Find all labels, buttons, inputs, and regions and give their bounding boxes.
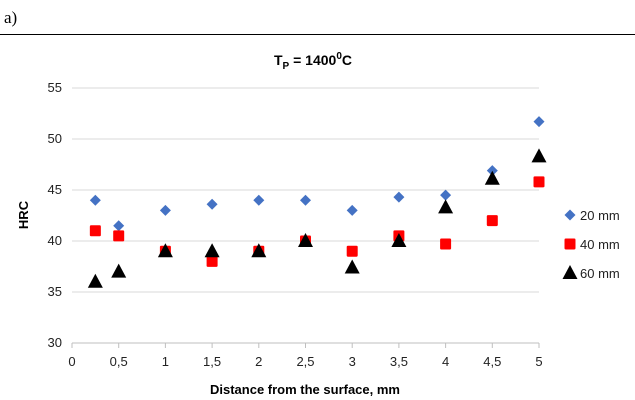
data-point-60-mm [251, 243, 267, 258]
data-point-60-mm [484, 170, 500, 185]
y-tick-label: 30 [48, 335, 62, 350]
data-point-40-mm [206, 255, 218, 267]
data-point-40-mm [89, 225, 101, 237]
x-tick-label: 1 [162, 354, 169, 369]
data-point-20-mm [253, 194, 265, 206]
data-point-20-mm [113, 220, 125, 232]
title-end: C [342, 52, 352, 68]
legend-marker-square [564, 238, 576, 250]
data-point-60-mm [344, 259, 360, 274]
data-point-20-mm [440, 189, 452, 201]
y-tick-labels: 30 35 40 45 50 55 [48, 80, 62, 350]
data-point-60-mm [87, 273, 103, 288]
data-point-60-mm [391, 233, 407, 247]
data-point-60-mm [298, 233, 313, 247]
y-tick-label: 55 [48, 80, 62, 95]
y-tick-label: 50 [48, 131, 62, 146]
x-tick-label: 0,5 [110, 354, 128, 369]
data-point-20-mm [159, 204, 171, 216]
data-point-20-mm [533, 116, 545, 128]
x-tick-label: 4 [442, 354, 449, 369]
data-point-60-mm [111, 263, 127, 278]
data-point-40-mm [440, 238, 452, 250]
data-point-60-mm [531, 148, 547, 163]
x-tick-label: 1,5 [203, 354, 221, 369]
data-point-60-mm [157, 243, 173, 258]
y-tick-label: 45 [48, 182, 62, 197]
data-point-60-mm [438, 199, 454, 214]
x-tick-label: 4,5 [483, 354, 501, 369]
legend-marker-diamond [564, 209, 576, 221]
legend-label: 40 mm [580, 237, 620, 252]
data-point-20-mm [486, 165, 498, 177]
y-axis-label: HRC [16, 200, 31, 229]
title-rest: = 1400 [289, 52, 336, 68]
y-tick-label: 40 [48, 233, 62, 248]
title-subscript: P [283, 61, 290, 72]
x-tick-label: 0 [68, 354, 75, 369]
x-tick-label: 2,5 [296, 354, 314, 369]
x-tick-label: 3 [349, 354, 356, 369]
top-rule [0, 34, 635, 35]
data-points [87, 116, 547, 288]
title-superscript: 0 [336, 51, 342, 62]
y-tick-label: 35 [48, 284, 62, 299]
x-tick-labels: 0 0,5 1 1,5 2 2,5 3 3,5 4 4,5 5 [68, 354, 542, 369]
data-point-40-mm [346, 245, 358, 257]
grid-lines [72, 87, 539, 293]
x-tick-label: 3,5 [390, 354, 408, 369]
panel-label: a) [4, 8, 18, 27]
x-tick-label: 5 [535, 354, 542, 369]
data-point-60-mm [204, 243, 220, 258]
axes [71, 342, 540, 348]
legend-marker-triangle [562, 265, 578, 279]
data-point-20-mm [346, 204, 358, 216]
data-point-20-mm [206, 198, 218, 210]
data-point-20-mm [89, 194, 101, 206]
data-point-20-mm [300, 194, 311, 206]
data-point-40-mm [533, 176, 545, 188]
x-tick-label: 2 [255, 354, 262, 369]
legend: 20 mm 40 mm 60 mm [562, 208, 620, 281]
chart-title: TP = 14000C [274, 51, 352, 72]
data-point-20-mm [393, 191, 405, 203]
data-point-40-mm [113, 230, 125, 242]
legend-label: 60 mm [580, 266, 620, 281]
title-main: T [274, 52, 283, 68]
legend-label: 20 mm [580, 208, 620, 223]
x-axis-label: Distance from the surface, mm [210, 382, 400, 397]
data-point-40-mm [486, 215, 498, 227]
